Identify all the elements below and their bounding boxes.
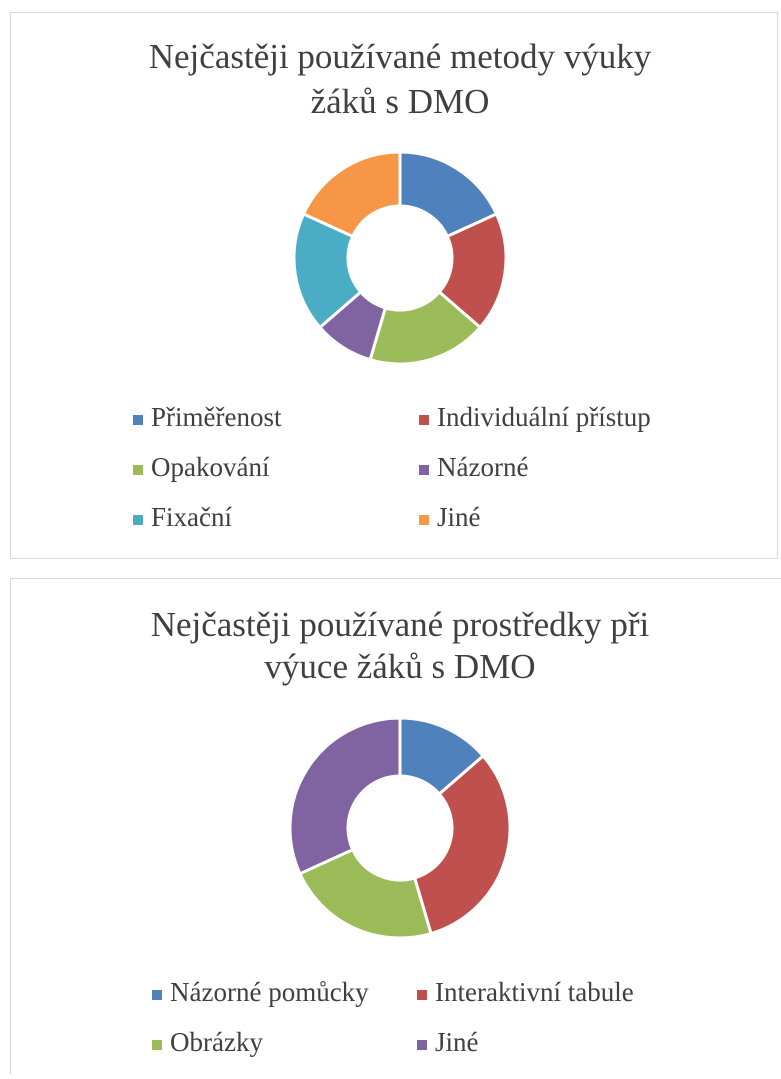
legend-marker: [152, 990, 162, 1000]
legend-label: Jiné: [435, 1027, 479, 1057]
legend-label: Obrázky: [170, 1027, 263, 1057]
legend-marker: [133, 465, 143, 475]
chart-title: výuce žáků s DMO: [264, 647, 535, 686]
legend-label: Názorné: [437, 452, 528, 482]
legend-marker: [419, 515, 429, 525]
legend-marker: [417, 990, 427, 1000]
legend-label: Názorné pomůcky: [170, 977, 369, 1007]
legend-label: Fixační: [151, 502, 232, 532]
legend-label: Interaktivní tabule: [435, 977, 634, 1007]
legend-marker: [133, 415, 143, 425]
legend-label: Jiné: [437, 502, 481, 532]
legend-label: Individuální přístup: [437, 402, 651, 432]
legend-marker: [152, 1040, 162, 1050]
legend-marker: [419, 465, 429, 475]
chart-title: žáků s DMO: [311, 82, 490, 121]
legend-marker: [417, 1040, 427, 1050]
chart-title: Nejčastěji používané metody výuky: [149, 37, 652, 76]
legend-label: Přiměřenost: [151, 402, 282, 432]
chart-title: Nejčastěji používané prostředky při: [151, 605, 650, 644]
legend-marker: [133, 515, 143, 525]
legend-marker: [419, 415, 429, 425]
legend-label: Opakování: [151, 452, 270, 482]
